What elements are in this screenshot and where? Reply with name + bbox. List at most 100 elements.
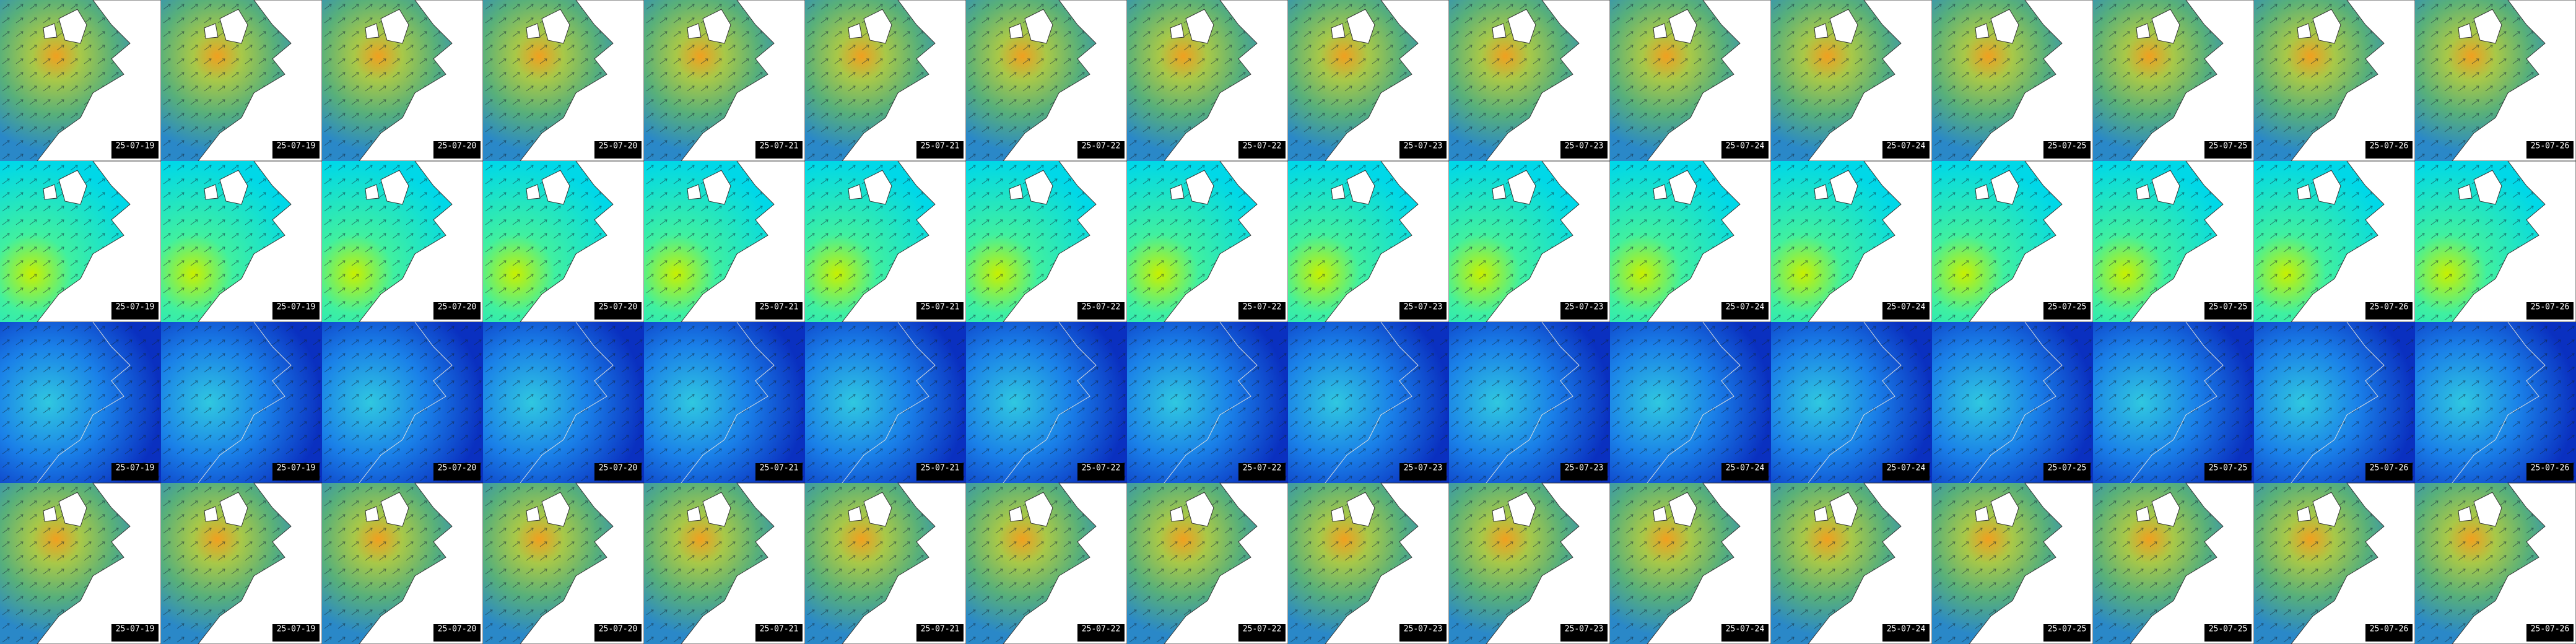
coastline	[37, 321, 131, 484]
map-tile: 25-07-22	[1127, 0, 1289, 162]
coastline	[1003, 321, 1097, 484]
islands	[1492, 170, 1536, 205]
timestamp: 25-07-22	[1243, 303, 1282, 312]
label-box	[594, 624, 642, 642]
islands	[2458, 170, 2502, 205]
islands	[1653, 170, 1697, 205]
coastline	[1325, 321, 1419, 484]
map-tile: 25-07-24	[1610, 0, 1772, 162]
coastline	[1164, 321, 1258, 484]
map-tile: 25-07-26	[2254, 0, 2416, 162]
coastline	[198, 321, 292, 484]
label-box	[916, 463, 964, 481]
islands	[204, 492, 248, 527]
islands	[365, 9, 409, 44]
islands	[2136, 9, 2180, 44]
label-box	[1560, 302, 1608, 320]
wind-arrows	[0, 322, 161, 483]
label-box	[1560, 624, 1608, 642]
timestamp: 25-07-20	[438, 142, 477, 151]
islands	[1009, 9, 1053, 44]
timestamp: 25-07-19	[116, 303, 155, 312]
coastline	[359, 321, 453, 484]
label-box	[1721, 141, 1769, 159]
label-box	[1882, 302, 1930, 320]
wind-arrows	[2415, 322, 2576, 483]
map-tile: 25-07-26	[2415, 160, 2576, 323]
timestamp: 25-07-25	[2048, 625, 2087, 634]
islands	[2136, 170, 2180, 205]
coastline	[2452, 321, 2546, 484]
timestamp: 25-07-20	[438, 625, 477, 634]
map-tile: 25-07-22	[966, 321, 1127, 484]
map-tile: 25-07-26	[2254, 160, 2416, 323]
islands	[365, 492, 409, 527]
map-tile: 25-07-22	[966, 0, 1128, 162]
label-box	[1238, 141, 1286, 159]
islands	[1009, 170, 1053, 205]
map-tile: 25-07-20	[483, 0, 645, 162]
map-tile: 25-07-20	[322, 321, 483, 484]
coastline	[1808, 321, 1902, 484]
label-box	[2043, 624, 2091, 642]
map-tile: 25-07-26	[2415, 0, 2576, 162]
label-box	[272, 302, 320, 320]
wind-arrows	[1449, 322, 1610, 483]
map-tile: 25-07-20	[483, 160, 645, 323]
timestamp: 25-07-22	[1243, 625, 1282, 634]
label-box	[1238, 624, 1286, 642]
timestamp: 25-07-19	[277, 625, 316, 634]
timestamp: 25-07-26	[2531, 142, 2570, 151]
islands	[1170, 492, 1214, 527]
timestamp: 25-07-21	[760, 625, 799, 634]
timestamp: 25-07-24	[1887, 142, 1926, 151]
timestamp: 25-07-25	[2209, 464, 2248, 473]
islands	[2458, 492, 2502, 527]
map-tile: 25-07-25	[2093, 0, 2255, 162]
label-box	[1238, 463, 1286, 481]
map-tile: 25-07-20	[322, 0, 484, 162]
map-tile: 25-07-25	[2093, 482, 2255, 644]
timestamp: 25-07-26	[2370, 464, 2409, 473]
label-box	[594, 463, 642, 481]
islands	[204, 170, 248, 205]
timestamp: 25-07-19	[277, 303, 316, 312]
islands	[687, 170, 731, 205]
map-tile: 25-07-26	[2254, 321, 2415, 484]
timestamp: 25-07-24	[1726, 464, 1765, 473]
timestamp: 25-07-19	[277, 464, 316, 473]
map-tile: 25-07-25	[2093, 160, 2255, 323]
label-box	[916, 141, 964, 159]
label-box	[1399, 302, 1447, 320]
islands	[1331, 492, 1375, 527]
label-box	[1721, 463, 1769, 481]
wind-arrows	[1610, 322, 1771, 483]
islands	[1975, 170, 2019, 205]
label-box	[2365, 463, 2413, 481]
label-box	[2526, 463, 2574, 481]
map-tile: 25-07-22	[1127, 160, 1289, 323]
wind-arrows	[2093, 322, 2254, 483]
islands	[2458, 9, 2502, 44]
islands	[1975, 9, 2019, 44]
islands	[43, 492, 87, 527]
map-tile: 25-07-24	[1771, 160, 1933, 323]
timestamp: 25-07-20	[438, 303, 477, 312]
label-box	[594, 141, 642, 159]
islands	[526, 9, 570, 44]
wind-arrows	[1771, 322, 1932, 483]
land	[2451, 0, 2576, 162]
wind-arrows	[1127, 322, 1288, 483]
map-tile: 25-07-24	[1610, 160, 1772, 323]
wind-arrows	[644, 322, 805, 483]
timestamp: 25-07-24	[1887, 464, 1926, 473]
map-tile: 25-07-20	[483, 321, 644, 484]
islands	[848, 9, 892, 44]
islands	[687, 492, 731, 527]
map-tile: 25-07-21	[644, 482, 806, 644]
label-box	[2365, 141, 2413, 159]
label-box	[433, 624, 481, 642]
map-tile: 25-07-24	[1771, 0, 1933, 162]
wind-arrows	[322, 322, 483, 483]
